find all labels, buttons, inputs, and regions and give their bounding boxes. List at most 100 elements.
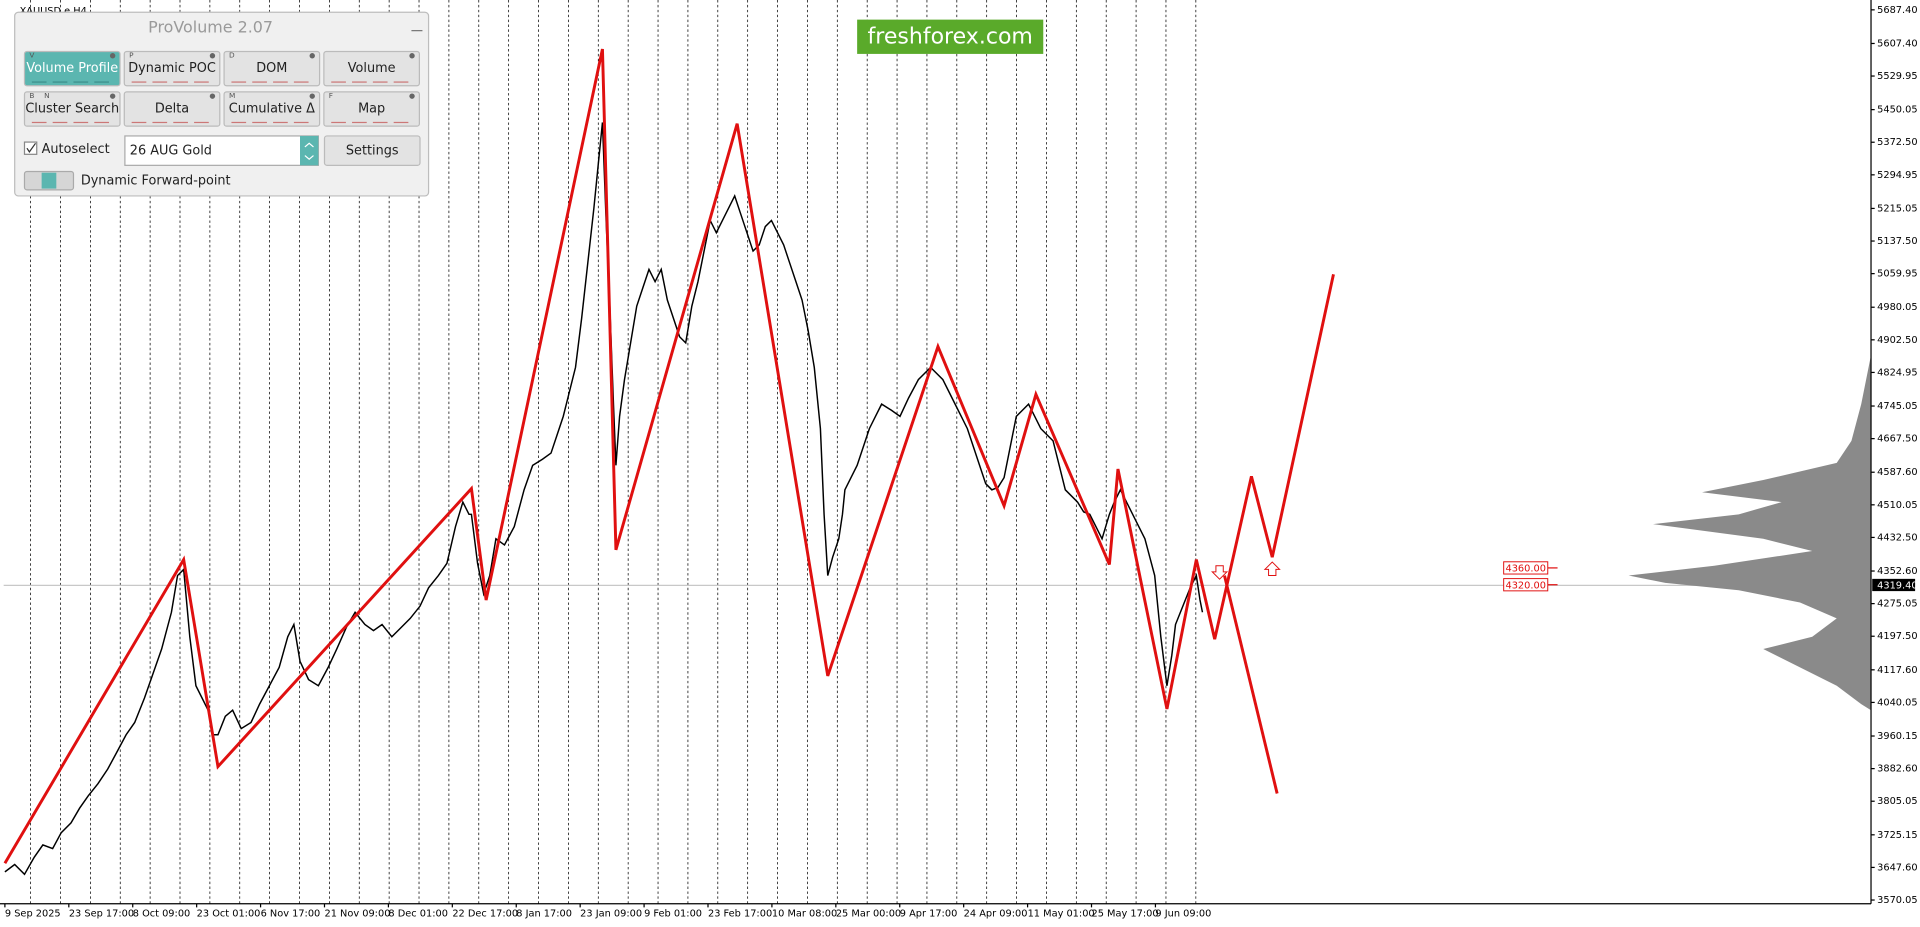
y-tick-label: 5059.95 <box>1877 269 1917 280</box>
button-label: Dynamic POC <box>128 61 216 76</box>
panel-button[interactable] <box>123 91 221 127</box>
x-tick-label: 10 Mar 08:00 <box>772 909 837 920</box>
button-label: Map <box>358 102 385 117</box>
y-tick-label: 3960.15 <box>1877 731 1917 742</box>
button-label: Volume <box>348 61 396 76</box>
y-tick-label: 4824.95 <box>1877 367 1917 378</box>
button-key: F <box>329 91 333 100</box>
button-gear <box>309 93 315 99</box>
level-box <box>1503 578 1549 592</box>
x-tick-label: 21 Nov 09:00 <box>324 909 390 920</box>
y-tick-label: 4745.05 <box>1877 401 1917 412</box>
y-tick-label: 4510.05 <box>1877 500 1917 511</box>
x-tick-label: 23 Sep 17:00 <box>69 909 134 920</box>
y-tick-label: 3882.60 <box>1877 764 1917 775</box>
button-label: DOM <box>256 61 287 76</box>
y-tick-label: 3805.05 <box>1877 796 1917 807</box>
x-tick-label: 9 Jun 09:00 <box>1155 909 1211 920</box>
settings-button[interactable] <box>323 135 421 166</box>
watermark-box <box>857 19 1044 54</box>
button-gear <box>209 93 216 99</box>
button-key: M <box>229 91 235 100</box>
spinner-arrows <box>304 142 314 161</box>
x-tick-label: 8 Dec 01:00 <box>388 909 448 920</box>
y-tick-label: 5137.50 <box>1877 236 1917 247</box>
button-key: D <box>229 51 235 60</box>
x-tick-label: 23 Jan 09:00 <box>580 909 642 920</box>
check-mark <box>26 142 37 153</box>
panel-button[interactable] <box>123 50 221 87</box>
panel-button[interactable] <box>323 50 420 87</box>
y-tick-label: 5372.50 <box>1877 137 1917 148</box>
panel-button[interactable] <box>323 91 420 127</box>
zigzag <box>3 48 1335 865</box>
panel-button[interactable] <box>23 91 121 127</box>
y-tick-label: 4117.60 <box>1877 665 1917 676</box>
y-tick-label: 4902.50 <box>1877 335 1917 346</box>
forward-label: Dynamic Forward-point <box>81 174 231 189</box>
select-spinner[interactable] <box>300 135 319 166</box>
settings-label: Settings <box>346 144 399 159</box>
period-separators <box>30 0 1197 904</box>
x-tick-label: 24 Apr 09:00 <box>964 909 1028 920</box>
panel-button[interactable] <box>223 91 321 127</box>
button-key: V <box>29 51 34 60</box>
button-gear <box>109 93 116 99</box>
y-tick-label: 4197.50 <box>1877 631 1917 642</box>
toggle-knob <box>41 172 57 189</box>
button-label: Delta <box>155 102 189 117</box>
y-tick-label: 4980.05 <box>1877 302 1917 313</box>
x-tick-label: 9 Feb 01:00 <box>644 909 702 920</box>
x-tick-label: 6 Nov 17:00 <box>261 909 321 920</box>
current-price-label: 4319.40 <box>1877 581 1917 592</box>
level-label: 4360.00 <box>1505 564 1545 575</box>
y-tick-label: 5215.05 <box>1877 203 1917 214</box>
y-tick-label: 3570.05 <box>1877 895 1917 906</box>
current-price-box <box>1872 578 1916 592</box>
y-tick-label: 5607.40 <box>1877 38 1917 49</box>
y-tick-label: 5450.05 <box>1877 105 1917 116</box>
button-label: Cumulative Δ <box>229 102 315 117</box>
button-gear <box>109 53 116 59</box>
x-tick-label: 23 Oct 01:00 <box>197 909 261 920</box>
panel-button[interactable] <box>223 50 321 87</box>
watermark: freshforex.com <box>868 24 1033 49</box>
y-axis-labels: 5687.40 5607.40 5529.95 5450.05 5372.50 5294.… <box>1871 5 1918 906</box>
button-gear <box>409 53 415 59</box>
x-tick-label: 9 Sep 2025 <box>5 909 61 920</box>
y-tick-label: 5687.40 <box>1877 5 1917 16</box>
panel-button[interactable] <box>23 50 121 87</box>
x-tick-label: 8 Jan 17:00 <box>516 909 572 920</box>
y-tick-label: 4040.05 <box>1877 697 1917 708</box>
y-tick-label: 4667.50 <box>1877 434 1917 445</box>
button-gear <box>309 53 315 59</box>
y-tick-label: 3647.60 <box>1877 862 1917 873</box>
x-tick-label: 11 May 01:00 <box>1028 909 1095 920</box>
x-tick-label: 23 Feb 17:00 <box>708 909 772 920</box>
instrument-select[interactable] <box>124 135 319 166</box>
autoselect-label: Autoselect <box>42 142 110 157</box>
y-tick-label: 4432.50 <box>1877 532 1917 543</box>
volume-profile <box>1628 355 1872 711</box>
price-line <box>4 122 1204 876</box>
level-label: 4320.00 <box>1505 580 1545 591</box>
down-arrow <box>1211 565 1229 580</box>
x-tick-label: 9 Apr 17:00 <box>900 909 958 920</box>
button-gear <box>409 93 415 99</box>
button-gear <box>209 53 216 59</box>
button-label: Cluster Search <box>25 102 119 117</box>
button-key: P <box>129 51 134 60</box>
symbol-label: XAUUSD,e,H4 <box>20 6 87 17</box>
y-tick-label: 4587.60 <box>1877 467 1917 478</box>
y-tick-label: 4352.60 <box>1877 566 1917 577</box>
level-box <box>1503 561 1549 575</box>
price-levels: 4360.00 4320.00 4319.40 <box>1503 561 1918 592</box>
instrument-value: 26 AUG Gold <box>130 144 212 159</box>
y-tick-label: 4275.05 <box>1877 599 1917 610</box>
x-tick-label: 22 Dec 17:00 <box>452 909 518 920</box>
